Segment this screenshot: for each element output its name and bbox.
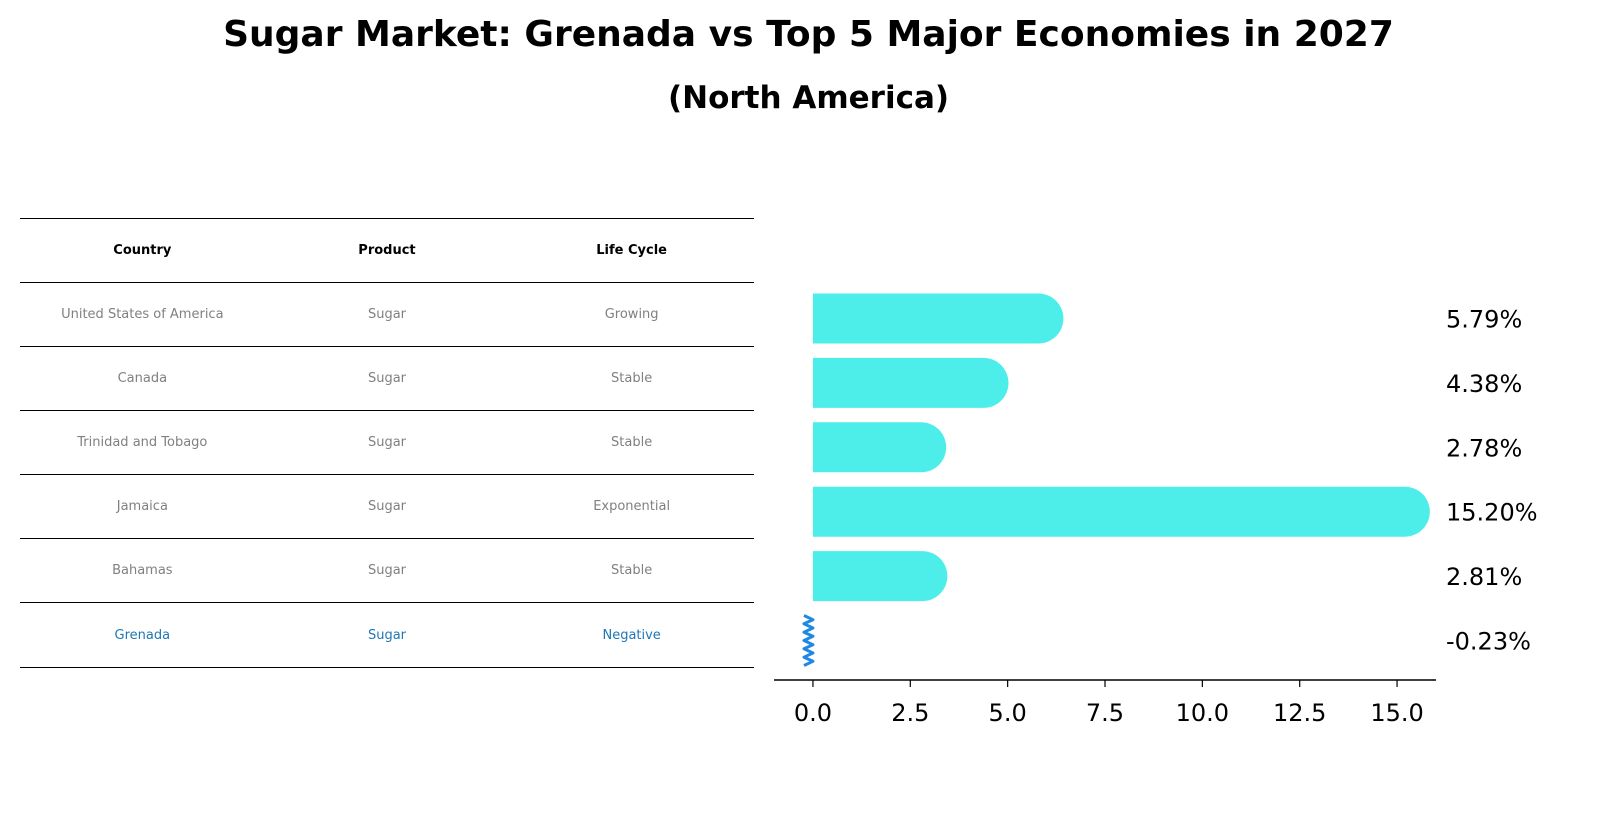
table-header-row: Country Product Life Cycle (20, 218, 754, 282)
table-cell-product: Sugar (367, 435, 407, 450)
x-tick-label: 0.0 (794, 699, 832, 727)
table-cell-life-cycle: Negative (602, 627, 661, 643)
table-row: Canada Sugar Stable (20, 346, 754, 410)
table-row-highlighted: Grenada Sugar Negative (20, 602, 754, 668)
x-tick-label: 7.5 (1086, 699, 1124, 727)
table-cell-life-cycle: Stable (611, 371, 653, 386)
table-cell-product: Sugar (367, 627, 407, 643)
bar-canada (812, 357, 1009, 408)
x-tick-label: 12.5 (1273, 699, 1326, 727)
x-tick-label: 5.0 (989, 699, 1027, 727)
value-label: 5.79% (1446, 306, 1522, 334)
bar-jamaica (812, 486, 1430, 537)
table-cell-life-cycle: Stable (611, 563, 653, 578)
value-label: 4.38% (1446, 370, 1522, 398)
table-header-life-cycle: Life Cycle (596, 243, 667, 258)
value-label: 2.81% (1446, 563, 1522, 591)
value-label: 15.20% (1446, 499, 1538, 527)
table-cell-country: Trinidad and Tobago (77, 435, 208, 450)
bar-chart: 5.79% 4.38% 2.78% 15.20% 2.81% -0.23% 0.0 2.5 5.… (774, 293, 1538, 727)
bar-trinidad-and-tobago (812, 422, 947, 473)
table-cell-product: Sugar (367, 371, 407, 386)
table-cell-country: Jamaica (116, 499, 168, 514)
bar-bahamas (812, 551, 948, 602)
bar-united-states-of-america (812, 293, 1064, 344)
table-cell-country: Grenada (114, 627, 171, 643)
table-cell-product: Sugar (367, 563, 407, 578)
table-cell-product: Sugar (367, 307, 407, 322)
data-table: Country Product Life Cycle United States… (20, 218, 754, 668)
x-tick-label: 2.5 (891, 699, 929, 727)
bar-grenada (802, 614, 815, 667)
table-header-country: Country (113, 243, 172, 258)
value-label: -0.23% (1446, 628, 1531, 656)
table-row: Trinidad and Tobago Sugar Stable (20, 410, 754, 474)
table-cell-life-cycle: Stable (611, 435, 653, 450)
table-cell-life-cycle: Growing (604, 307, 659, 322)
value-label: 2.78% (1446, 434, 1522, 462)
x-tick-label: 10.0 (1176, 699, 1229, 727)
table-cell-country: Canada (117, 371, 168, 386)
table-cell-product: Sugar (367, 499, 407, 514)
chart-title: Sugar Market: Grenada vs Top 5 Major Eco… (223, 14, 1394, 55)
table-cell-country: United States of America (61, 307, 224, 322)
table-cell-country: Bahamas (112, 563, 173, 578)
chart-subtitle: (North America) (667, 80, 950, 116)
table-cell-life-cycle: Exponential (593, 499, 671, 514)
table-row: United States of America Sugar Growing (20, 282, 754, 346)
x-tick-label: 15.0 (1370, 699, 1423, 727)
table-row: Jamaica Sugar Exponential (20, 474, 754, 538)
table-row: Bahamas Sugar Stable (20, 538, 754, 602)
table-header-product: Product (358, 243, 416, 258)
